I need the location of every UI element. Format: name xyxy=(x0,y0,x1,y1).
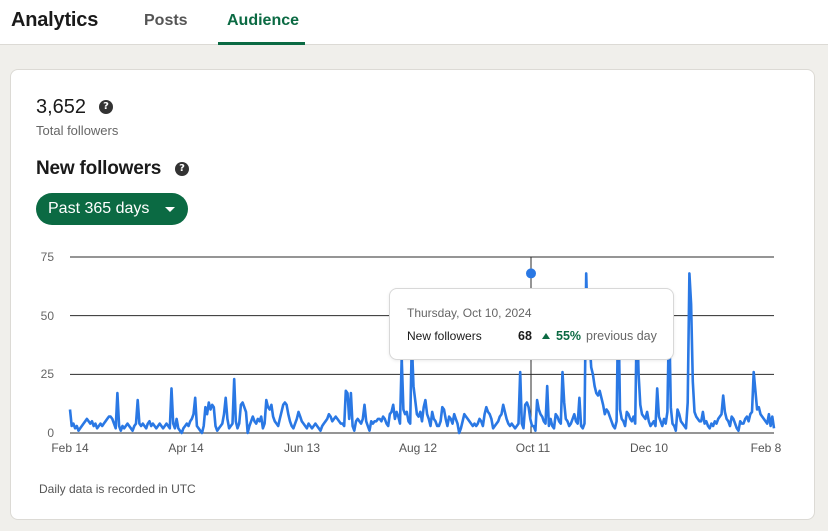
x-tick-label: Aug 12 xyxy=(398,441,438,455)
trend-up-icon xyxy=(542,333,550,339)
y-tick-label: 0 xyxy=(47,426,54,440)
y-tick-label: 75 xyxy=(40,250,54,264)
x-tick-label: Feb 14 xyxy=(51,441,89,455)
x-tick-label: Jun 13 xyxy=(283,441,321,455)
total-followers-label: Total followers xyxy=(36,123,119,138)
x-tick-label: Apr 14 xyxy=(168,441,204,455)
help-icon[interactable]: ? xyxy=(175,162,189,176)
x-tick-label: Dec 10 xyxy=(629,441,669,455)
help-icon[interactable]: ? xyxy=(99,100,113,114)
app-title: Analytics xyxy=(11,9,99,31)
y-tick-label: 50 xyxy=(40,308,54,323)
highlight-point[interactable] xyxy=(526,268,536,279)
tooltip-value: 68 xyxy=(518,329,532,343)
footnote: Daily data is recorded in UTC xyxy=(39,482,196,496)
tooltip-label: New followers xyxy=(407,329,482,343)
top-nav: Analytics Posts Audience xyxy=(0,0,828,45)
x-tick-label: Oct 11 xyxy=(515,441,551,455)
active-tab-indicator xyxy=(218,42,305,45)
tooltip-change: 55% xyxy=(556,329,582,343)
y-tick-label: 25 xyxy=(40,367,54,382)
followers-card: 3,652 ? Total followers New followers ? … xyxy=(10,69,815,520)
total-followers-value: 3,652 xyxy=(36,96,87,118)
x-tick-label: Feb 8 xyxy=(750,441,782,455)
section-title: New followers xyxy=(36,158,162,179)
tab-posts[interactable]: Posts xyxy=(144,12,188,29)
tooltip-date: Thursday, Oct 10, 2024 xyxy=(407,306,532,320)
tab-audience[interactable]: Audience xyxy=(227,12,300,29)
date-range-dropdown[interactable]: Past 365 days xyxy=(36,193,188,225)
chart-tooltip: Thursday, Oct 10, 2024 New followers 68 … xyxy=(389,288,674,360)
tooltip-change-suffix: previous day xyxy=(586,329,657,343)
date-range-label: Past 365 days xyxy=(48,200,150,217)
caret-down-icon xyxy=(165,207,175,212)
